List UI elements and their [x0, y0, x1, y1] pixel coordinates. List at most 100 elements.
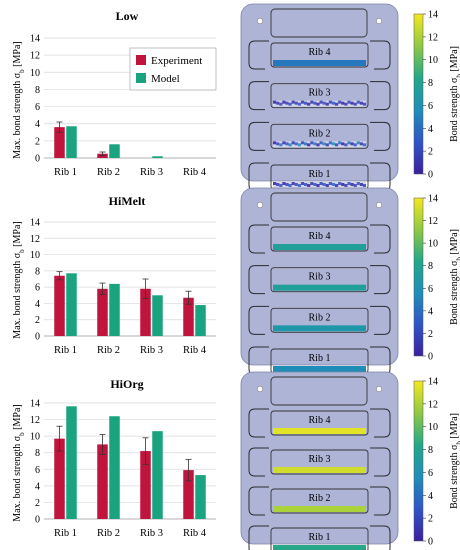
rib-bond-fragment [313, 142, 317, 146]
colorbar-tick-label: 12 [428, 399, 438, 410]
x-tick-label: Rib 2 [97, 528, 120, 539]
colorbar-label-unit: [MPa] [449, 46, 460, 74]
rib-bond-fragment [282, 100, 286, 104]
rib-bond-fragment [362, 102, 367, 106]
bar-model [109, 144, 120, 158]
part-contour [370, 486, 391, 516]
y-tick-label: 12 [30, 51, 40, 62]
y-axis-label: Max. bond strength σb [MPa] [12, 404, 26, 522]
bar-model [195, 475, 206, 519]
rib-outline [270, 488, 369, 514]
rib-bond-fragment [273, 141, 277, 145]
rib-bond-fragment [347, 100, 351, 104]
panel-hiorg: HiOrg Max. bond strength σb [MPa] 0 2 4 6 8 1… [12, 377, 216, 539]
part-contour [370, 305, 391, 335]
rib-bond-fragment [288, 184, 292, 187]
y-tick-label: 10 [30, 68, 40, 79]
y-tick-label: 4 [35, 119, 40, 130]
rib-bond-fragment [273, 100, 277, 104]
rib-bond-fragment [297, 102, 301, 106]
rib-bond-fragment [307, 184, 311, 187]
colorbar-tick-label: 12 [428, 216, 438, 227]
y-tick-label: 0 [35, 515, 40, 526]
y-tick-label: 2 [35, 315, 40, 326]
part-contour [370, 224, 391, 254]
rib-bond-fragment [300, 141, 305, 145]
legend-label-model: Model [151, 73, 180, 85]
colorbar-tick-label: 12 [428, 32, 438, 43]
bar-experiment [97, 153, 108, 158]
rib-bond-fragment [282, 182, 286, 185]
colorbar-label-main: Bond strength σ [449, 260, 460, 325]
rib-label: Rib 4 [309, 231, 331, 242]
colorbar-label-unit: [MPa] [449, 413, 460, 441]
bar-experiment [54, 127, 65, 158]
rib-bond-fragment [313, 101, 317, 105]
rib-bond-fragment [304, 183, 308, 186]
rib-bond-fragment [344, 143, 348, 147]
colorbar-tick-label: 8 [428, 261, 433, 272]
y-axis-label-main: Max. bond strength σ [12, 72, 23, 159]
rib-bond-fragment [350, 183, 354, 186]
colorbar-tick-label: 10 [428, 239, 438, 250]
colorbar-tick-label: 4 [428, 306, 433, 317]
rib-label: Rib 3 [309, 454, 331, 465]
rib-outline [270, 449, 369, 475]
bar-model [152, 295, 163, 336]
y-axis-label-unit: [MPa] [12, 221, 23, 249]
svg-text:Max. bond strength σb [MPa]: Max. bond strength σb [MPa] [12, 404, 26, 522]
part-contour [370, 121, 391, 151]
colorbar-label: Bond strength σb [MPa] [449, 413, 460, 509]
bar-model [66, 273, 77, 336]
rib-bond-fragment [291, 141, 295, 145]
bar-experiment [54, 275, 65, 336]
rib-bond-fragment [297, 184, 301, 187]
part-render-himelt: Rib 4 Rib 3 Rib 2 Rib 1 [240, 187, 399, 376]
part-hole [375, 385, 383, 393]
rib-bond-fragment [328, 100, 332, 104]
part-hole [256, 17, 264, 25]
rib-bond-fragment [276, 101, 280, 105]
part-contour [370, 408, 391, 438]
part-body [240, 187, 399, 366]
part-contour [370, 40, 391, 70]
colorbar-tick-label: 0 [428, 170, 433, 181]
part-hole [256, 385, 264, 393]
rib-bond-strip [273, 284, 366, 291]
colorbar-tick-label: 4 [428, 124, 433, 135]
y-axis-label-unit: [MPa] [12, 404, 23, 432]
rib-outline [270, 307, 369, 333]
colorbar-label: Bond strength σb [MPa] [449, 229, 460, 325]
bar-plot-hiorg: 0 2 4 6 8 10 12 14 Rib 1 Rib 2 Rib 3 Rib 4 [30, 399, 216, 539]
rib-bond-fragment [319, 100, 323, 104]
rib-bond-strip [273, 545, 366, 550]
rib-bond-fragment [313, 183, 317, 186]
colorbar-tick-label: 8 [428, 78, 433, 89]
colorbar-tick-label: 0 [428, 352, 433, 363]
bar-experiment [54, 438, 65, 519]
part-contour [370, 265, 391, 295]
rib-bond-fragment [285, 142, 289, 146]
x-tick-label: Rib 4 [183, 345, 207, 356]
rib-bond-fragment [288, 102, 292, 106]
y-tick-label: 0 [35, 154, 40, 165]
rib-bond-fragment [356, 182, 360, 185]
rib-bond-fragment [331, 101, 336, 105]
part-contour [248, 486, 269, 516]
legend-label-experiment: Experiment [151, 55, 202, 67]
part-contour [248, 81, 269, 111]
rib-bond-strip [273, 366, 366, 372]
x-tick-label: Rib 2 [97, 345, 120, 356]
rib-bond-fragment [304, 142, 308, 146]
rib-outline [270, 410, 369, 436]
y-tick-label: 4 [35, 299, 40, 310]
y-tick-label: 8 [35, 266, 40, 277]
rib-label: Rib 3 [309, 88, 331, 99]
rib-bond-fragment [353, 102, 357, 106]
rib-bond-fragment [356, 141, 360, 145]
rib-bond-fragment [316, 184, 320, 187]
part-slot [270, 192, 368, 222]
bar-model [195, 305, 206, 336]
y-tick-label: 10 [30, 432, 40, 443]
